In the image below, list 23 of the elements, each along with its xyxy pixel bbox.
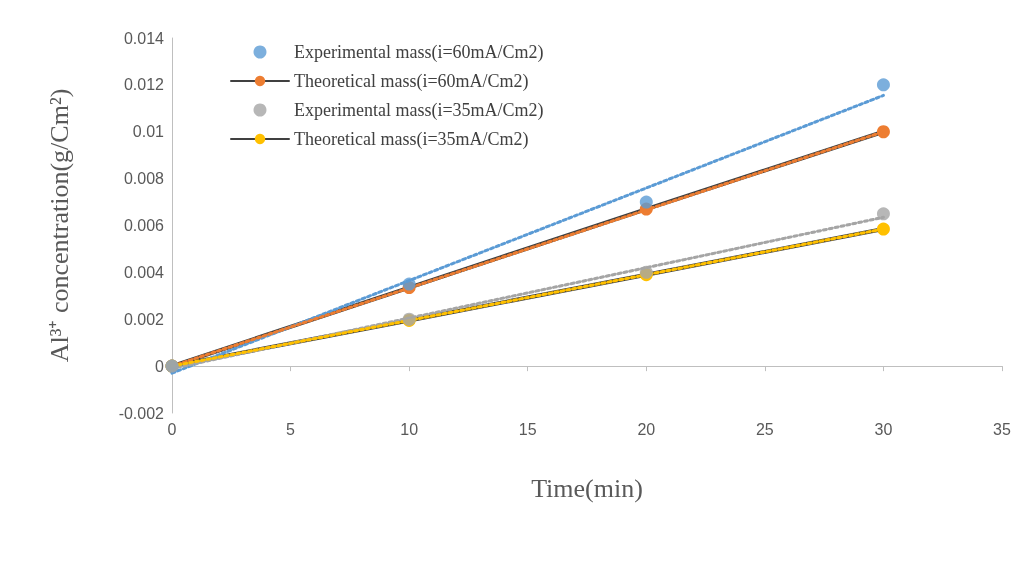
- x-tick-label: 5: [286, 420, 296, 438]
- x-axis-title: Time(min): [531, 473, 643, 503]
- x-tick-label: 20: [637, 420, 656, 438]
- y-tick-label: 0.004: [123, 263, 165, 281]
- x-tick-label: 15: [518, 420, 537, 438]
- x-tick-label: 0: [167, 420, 177, 438]
- x-tick-label: 10: [400, 420, 419, 438]
- legend-label: Theoretical mass(i=35mA/Cm2): [294, 129, 529, 150]
- y-tick-label: 0.012: [123, 76, 165, 94]
- x-tick-label: 30: [874, 420, 893, 438]
- y-axis-title: Al³⁺ concentration(g/Cm²): [44, 88, 74, 363]
- x-tick-label: 25: [755, 420, 774, 438]
- y-tick-label: 0.014: [123, 29, 165, 47]
- y-tick-label: 0.006: [123, 217, 165, 234]
- y-tick-label: 0: [155, 357, 165, 375]
- x-tick-label: 35: [993, 420, 1011, 438]
- y-tick-label: 0.008: [123, 170, 165, 188]
- legend-label: Experimental mass(i=35mA/Cm2): [294, 100, 544, 121]
- y-tick-label: -0.002: [118, 404, 165, 422]
- y-tick-label: 0.01: [132, 123, 165, 141]
- y-tick-label: 0.002: [123, 310, 165, 328]
- legend-label: Experimental mass(i=60mA/Cm2): [294, 42, 544, 63]
- legend-label: Theoretical mass(i=60mA/Cm2): [294, 71, 529, 92]
